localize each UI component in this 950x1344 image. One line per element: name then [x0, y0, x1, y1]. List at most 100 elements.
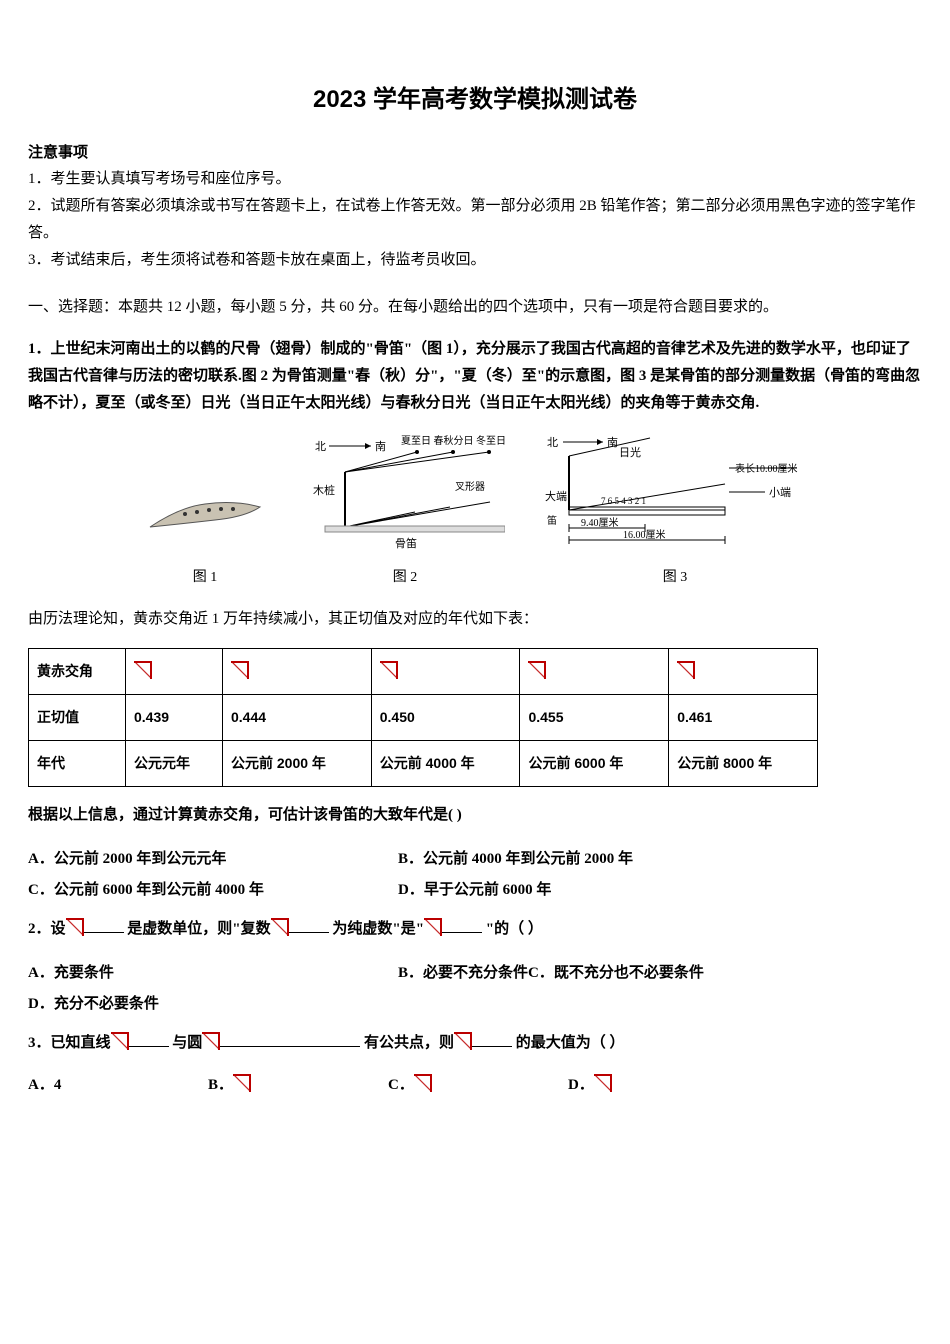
q3-opt-c[interactable]: C．: [388, 1072, 568, 1099]
q3-opt-a[interactable]: A．4: [28, 1072, 208, 1099]
top-dates-label: 夏至日 春秋分日 冬至日: [401, 434, 505, 447]
table-row: 黄赤交角: [29, 648, 818, 694]
placeholder-icon: [111, 1032, 129, 1050]
q1-opt-b[interactable]: B．公元前 4000 年到公元前 2000 年: [398, 844, 633, 875]
q3-p3: 的最大值为（ ）: [516, 1035, 625, 1051]
north-label: 北: [315, 440, 326, 453]
q1-opt-a[interactable]: A．公元前 2000 年到公元元年: [28, 844, 398, 875]
q3-stem: 3．已知直线 与圆 有公共点，则 的最大值为（ ）: [28, 1030, 922, 1057]
q2-p3: "的（ ）: [486, 921, 543, 937]
x-label: 叉形器: [455, 481, 485, 493]
q3-opt-b[interactable]: B．: [208, 1072, 388, 1099]
cell: 公元前 2000 年: [223, 740, 372, 786]
cell: 0.455: [520, 694, 669, 740]
cell: 公元前 6000 年: [520, 740, 669, 786]
q3-p2: 有公共点，则: [364, 1035, 454, 1051]
q3-opt-d[interactable]: D．: [568, 1072, 748, 1099]
cell: [371, 648, 520, 694]
stick-label: 木桩: [313, 483, 335, 497]
cell: [126, 648, 223, 694]
table-row: 正切值 0.439 0.444 0.450 0.455 0.461: [29, 694, 818, 740]
svg-text:笛: 笛: [547, 514, 557, 527]
cell: 0.450: [371, 694, 520, 740]
q2-p0: 2．设: [28, 921, 66, 937]
q3-opt-c-label: C．: [388, 1077, 414, 1093]
cell: 0.444: [223, 694, 372, 740]
blank: [289, 918, 329, 933]
placeholder-icon: [66, 918, 84, 936]
q1-stem: 1．上世纪末河南出土的以鹤的尺骨（翅骨）制成的"骨笛"（图 1），充分展示了我国…: [28, 336, 922, 417]
cell: 公元前 4000 年: [371, 740, 520, 786]
q2-opt-d[interactable]: D．充分不必要条件: [28, 989, 159, 1020]
cell: [223, 648, 372, 694]
q3-p0: 3．已知直线: [28, 1035, 111, 1051]
q3-opt-d-label: D．: [568, 1077, 594, 1093]
measure-diagram-icon: 北 南 夏至日 春秋分日 冬至日 木桩 叉形器 骨笛: [305, 432, 505, 552]
placeholder-icon: [454, 1032, 472, 1050]
q1-opt-d[interactable]: D．早于公元前 6000 年: [398, 875, 551, 906]
q1-after-table: 根据以上信息，通过计算黄赤交角，可估计该骨笛的大致年代是( ): [28, 802, 922, 829]
blank: [220, 1032, 360, 1047]
placeholder-icon: [231, 661, 249, 679]
q2-opt-c[interactable]: C．既不充分也不必要条件: [528, 958, 898, 989]
q3-options: A．4 B． C． D．: [28, 1072, 922, 1099]
placeholder-icon: [271, 918, 289, 936]
cell: 黄赤交角: [29, 648, 126, 694]
placeholder-icon: [528, 661, 546, 679]
q2-p1: 是虚数单位，则"复数: [127, 921, 270, 937]
q2-opt-b[interactable]: B．必要不充分条件: [398, 958, 528, 989]
cell: 0.439: [126, 694, 223, 740]
q3-p1: 与圆: [172, 1035, 202, 1051]
figure-3: 北 南 日光 大端 7 6 5 4 3 2 1 小端 表长10.00厘米 笛: [545, 432, 805, 590]
q1-opt-c[interactable]: C．公元前 6000 年到公元前 4000 年: [28, 875, 398, 906]
notice-line-1: 1．考生要认真填写考场号和座位序号。: [28, 166, 922, 193]
section-intro: 一、选择题：本题共 12 小题，每小题 5 分，共 60 分。在每小题给出的四个…: [28, 294, 922, 321]
table-row: 年代 公元元年 公元前 2000 年 公元前 4000 年 公元前 6000 年…: [29, 740, 818, 786]
svg-text:7 6 5 4 3 2 1: 7 6 5 4 3 2 1: [601, 496, 646, 506]
q2-opt-a[interactable]: A．充要条件: [28, 958, 398, 989]
q2-options: A．充要条件 B．必要不充分条件 C．既不充分也不必要条件 D．充分不必要条件: [28, 958, 922, 1020]
blank: [84, 918, 124, 933]
placeholder-icon: [414, 1074, 432, 1092]
flute-label: 骨笛: [395, 536, 417, 550]
svg-text:9.40厘米: 9.40厘米: [581, 516, 619, 529]
placeholder-icon: [202, 1032, 220, 1050]
figure-2: 北 南 夏至日 春秋分日 冬至日 木桩 叉形器 骨笛 图 2: [305, 432, 505, 590]
notice-line-3: 3．考试结束后，考生须将试卷和答题卡放在桌面上，待监考员收回。: [28, 247, 922, 274]
bone-flute-icon: [145, 472, 265, 552]
south-label: 南: [375, 440, 386, 453]
q1-after-fig: 由历法理论知，黄赤交角近 1 万年持续减小，其正切值及对应的年代如下表：: [28, 606, 922, 633]
q3-opt-b-label: B．: [208, 1077, 233, 1093]
cell: 公元元年: [126, 740, 223, 786]
figure-2-caption: 图 2: [305, 565, 505, 590]
figure-3-caption: 图 3: [545, 565, 805, 590]
cell: [520, 648, 669, 694]
cell: 正切值: [29, 694, 126, 740]
cell: 公元前 8000 年: [669, 740, 818, 786]
figure-1-caption: 图 1: [145, 565, 265, 590]
svg-text:小端: 小端: [769, 486, 791, 499]
svg-text:日光: 日光: [619, 445, 641, 459]
figure-1: 图 1: [145, 472, 265, 590]
blank: [442, 918, 482, 933]
q2-stem: 2．设 是虚数单位，则"复数 为纯虚数"是" "的（ ）: [28, 916, 922, 943]
measurement-data-icon: 北 南 日光 大端 7 6 5 4 3 2 1 小端 表长10.00厘米 笛: [545, 432, 805, 552]
placeholder-icon: [677, 661, 695, 679]
page-title: 2023 学年高考数学模拟测试卷: [28, 78, 922, 121]
svg-text:北: 北: [547, 436, 558, 449]
cell: 0.461: [669, 694, 818, 740]
data-table: 黄赤交角 正切值 0.439 0.444 0.450 0.455 0.461 年…: [28, 648, 818, 788]
placeholder-icon: [233, 1074, 251, 1092]
q1-options: A．公元前 2000 年到公元元年 B．公元前 4000 年到公元前 2000 …: [28, 844, 922, 906]
placeholder-icon: [380, 661, 398, 679]
cell: [669, 648, 818, 694]
svg-text:大端: 大端: [545, 489, 567, 503]
cell: 年代: [29, 740, 126, 786]
q2-p2: 为纯虚数"是": [332, 921, 424, 937]
notice-heading: 注意事项: [28, 139, 922, 166]
blank: [472, 1032, 512, 1047]
svg-text:16.00厘米: 16.00厘米: [623, 528, 666, 541]
figures-row: 图 1 北 南 夏至日 春秋分日 冬至日 木桩 叉形器: [28, 432, 922, 590]
placeholder-icon: [134, 661, 152, 679]
blank: [129, 1032, 169, 1047]
